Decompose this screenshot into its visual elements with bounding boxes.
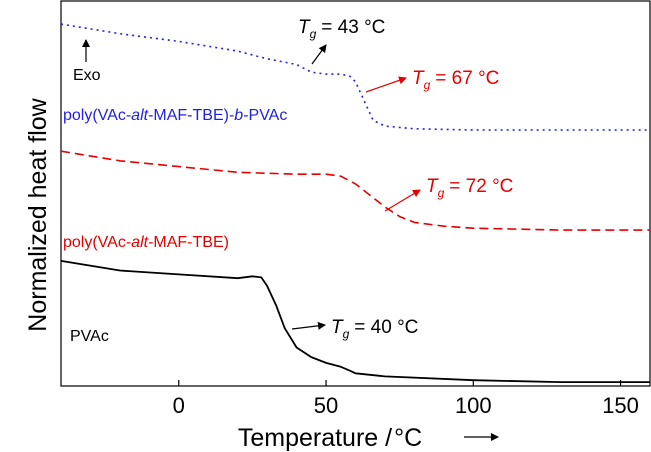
tg-arrow-72 (384, 189, 421, 212)
exo-label: Exo (73, 67, 101, 84)
tg-annotation-40: Tg = 40 °C (331, 317, 418, 341)
tg-annotation-43: Tg = 43 °C (298, 17, 385, 41)
tg-annotation-72: Tg = 72 °C (426, 176, 513, 200)
series-line-1 (60, 150, 650, 231)
x-axis-title: Temperature /°C (238, 424, 422, 452)
x-axis-title-unit: °C (394, 424, 422, 452)
series-line-0 (60, 23, 650, 131)
plot-frame (60, 0, 651, 387)
tg-annotation-67: Tg = 67 °C (412, 68, 499, 92)
series-label-block-copolymer: poly(VAc-alt-MAF-TBE)-b-PVAc (63, 107, 287, 124)
x-tick-label: 50 (314, 393, 338, 418)
series-layer (60, 23, 650, 384)
series-line-2 (60, 260, 650, 384)
series-label-pvac: PVAc (70, 328, 109, 345)
x-tick-label: 0 (173, 393, 185, 418)
y-axis-title: Normalized heat flow (24, 97, 52, 331)
x-tick-label: 150 (602, 393, 639, 418)
tg-arrow-40 (291, 321, 326, 330)
tg-arrow-43 (311, 44, 327, 65)
tg-arrow-67 (365, 76, 407, 93)
x-axis-title-text: Temperature / (238, 424, 392, 452)
series-label-alt-copolymer: poly(VAc-alt-MAF-TBE) (63, 234, 229, 251)
x-tick-label: 100 (455, 393, 492, 418)
x-axis-ticks: 0 50 100 150 (173, 380, 639, 418)
